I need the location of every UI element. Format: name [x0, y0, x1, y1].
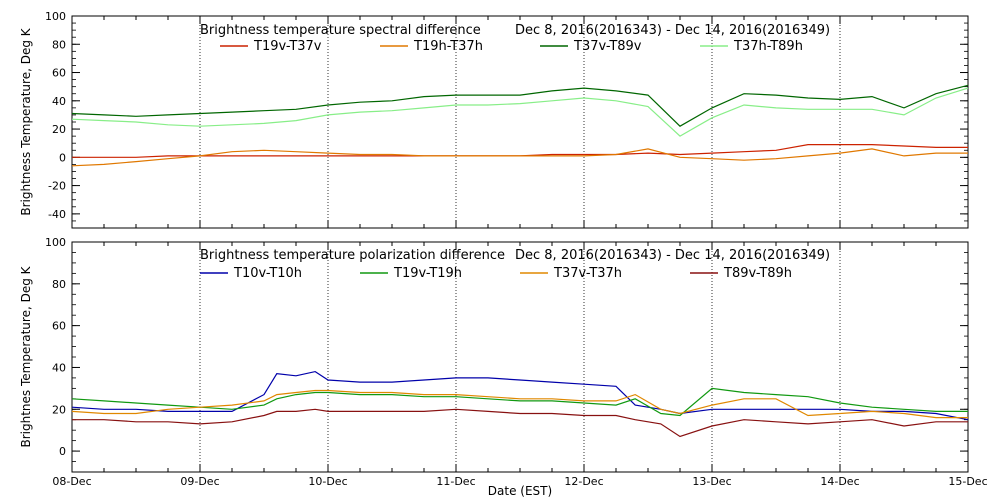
y-tick-label: 80	[52, 38, 66, 51]
y-tick-label: -20	[48, 180, 66, 193]
y-tick-label: 60	[52, 320, 66, 333]
chart-date-range: Dec 8, 2016(2016343) - Dec 14, 2016(2016…	[515, 23, 830, 38]
legend-entry: T10v-T10h	[233, 266, 302, 281]
series-line-t19v-t19h	[71, 387, 968, 417]
x-tick-label: 11-Dec	[436, 475, 475, 488]
chart-date-range: Dec 8, 2016(2016343) - Dec 14, 2016(2016…	[515, 248, 830, 263]
y-tick-label: 40	[52, 361, 66, 374]
y-axis-label: Brightness Temperature, Deg K	[19, 27, 33, 215]
legend-entry: T19h-T37h	[413, 39, 483, 54]
x-tick-label: 15-Dec	[948, 475, 987, 488]
y-tick-label: 20	[52, 123, 66, 136]
series-line-t10v-t10h	[71, 370, 969, 421]
series-line-t37v-t89v	[71, 84, 969, 127]
y-tick-label: 40	[52, 95, 66, 108]
x-tick-label: 13-Dec	[692, 475, 731, 488]
series-line-t37h-t89h	[71, 87, 969, 137]
x-tick-label: 08-Dec	[52, 475, 91, 488]
x-axis-label: Date (EST)	[488, 484, 552, 498]
y-tick-label: 0	[59, 151, 66, 164]
spectral-difference-panel: -40 -20 0 20 40 60 80 100 Brightness Temperature…	[19, 10, 969, 229]
y-tick-label: -40	[48, 208, 66, 221]
series-line-t89v-t89h	[72, 408, 968, 438]
legend-entry: T37v-T89v	[573, 39, 642, 54]
series-line-t19h-t37h	[71, 148, 968, 167]
y-tick-label: 80	[52, 278, 66, 291]
y-tick-label: 60	[52, 67, 66, 80]
x-tick-label: 09-Dec	[180, 475, 219, 488]
chart-title: Brightness temperature spectral differen…	[200, 23, 481, 38]
polarization-difference-panel: 0 20 40 60 80 100 08-Dec 09-Dec 10-Dec 11-Dec 12-D…	[19, 236, 988, 488]
legend-entry: T37v-T37h	[553, 266, 622, 281]
x-tick-label: 12-Dec	[564, 475, 603, 488]
chart-title: Brightness temperature polarization diff…	[200, 248, 505, 263]
y-axis-label: Brightnes Temperature, Deg K	[19, 265, 33, 447]
legend-entry: T37h-T89h	[733, 39, 803, 54]
series-line-t37v-t37h	[71, 389, 968, 419]
y-tick-label: 100	[45, 236, 66, 249]
y-tick-label: 0	[59, 445, 66, 458]
x-tick-label: 10-Dec	[308, 475, 347, 488]
x-tick-label: 14-Dec	[820, 475, 859, 488]
y-tick-label: 20	[52, 403, 66, 416]
legend-entry: T19v-T19h	[393, 266, 462, 281]
y-tick-label: 100	[45, 10, 66, 23]
legend-entry: T89v-T89h	[723, 266, 792, 281]
plot-frame	[71, 15, 969, 229]
legend-entry: T19v-T37v	[253, 39, 322, 54]
plot-frame	[71, 241, 969, 473]
